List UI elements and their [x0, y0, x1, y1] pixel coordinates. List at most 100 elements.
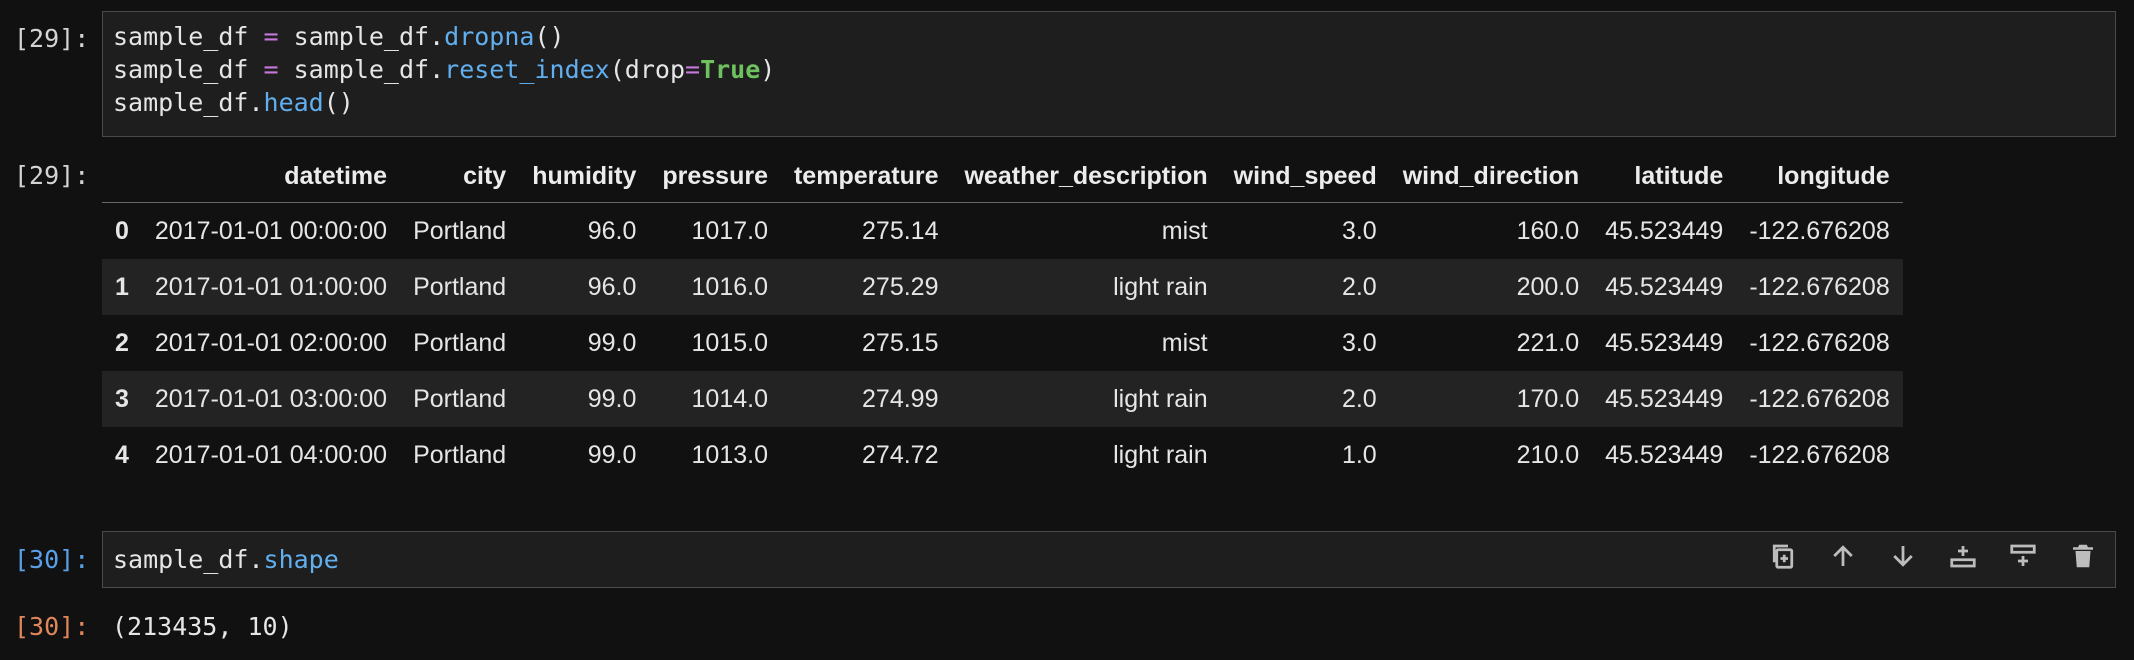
table-cell: -122.676208 — [1749, 328, 1890, 357]
table-cell: 2017-01-01 02:00:00 — [154, 328, 388, 357]
row-index: 4 — [115, 440, 129, 469]
table-cell: -122.676208 — [1749, 216, 1890, 245]
code-token: shape — [263, 545, 339, 574]
table-cell: -122.676208 — [1749, 384, 1890, 413]
table-cell: 45.523449 — [1605, 272, 1724, 301]
table-cell: 1.0 — [1341, 440, 1377, 469]
code-token: (drop — [609, 55, 685, 84]
table-cell: 99.0 — [587, 328, 637, 357]
table-cell: 3.0 — [1341, 216, 1377, 245]
table-row: 4 2017-01-01 04:00:00 Portland 99.0 1013.0 27… — [102, 427, 1903, 483]
code-line: sample_df = sample_df.dropna() — [113, 20, 2105, 53]
dataframe-output: datetime city humidity pressure temperature w… — [102, 151, 1903, 483]
code-editor[interactable]: sample_df = sample_df.dropna() sample_df … — [103, 12, 2115, 127]
duplicate-cell-icon — [1772, 544, 1794, 569]
code-line: sample_df = sample_df.reset_index(drop=T… — [113, 53, 2105, 86]
column-header: weather_description — [951, 151, 1221, 203]
code-cell-29[interactable]: sample_df = sample_df.dropna() sample_df … — [102, 11, 2116, 137]
table-cell: 1013.0 — [691, 440, 768, 469]
code-token: = — [263, 55, 279, 84]
table-cell: 2017-01-01 00:00:00 — [154, 216, 388, 245]
move-down-icon — [1893, 546, 1913, 567]
column-header: temperature — [780, 151, 952, 203]
column-header: latitude — [1592, 151, 1737, 203]
table-cell: 99.0 — [587, 384, 637, 413]
code-token: True — [700, 55, 761, 84]
code-line: sample_df.head() — [113, 86, 2105, 119]
code-editor[interactable]: sample_df.shape — [103, 532, 2115, 584]
table-cell: 200.0 — [1516, 272, 1580, 301]
table-cell: 99.0 — [587, 440, 637, 469]
table-cell: -122.676208 — [1749, 272, 1890, 301]
table-cell: 45.523449 — [1605, 216, 1724, 245]
table-cell: 1017.0 — [691, 216, 768, 245]
column-header: city — [400, 151, 520, 203]
delete-cell-button[interactable] — [2065, 538, 2101, 574]
table-cell: light rain — [1113, 272, 1208, 301]
table-cell: 2.0 — [1341, 272, 1377, 301]
table-cell: 210.0 — [1516, 440, 1580, 469]
table-cell: 45.523449 — [1605, 440, 1724, 469]
code-token: sample_df — [113, 22, 264, 51]
table-row: 0 2017-01-01 00:00:00 Portland 96.0 1017.0 27… — [102, 203, 1903, 260]
row-index: 3 — [115, 384, 129, 413]
output-prompt-29: [29]: — [14, 161, 90, 190]
table-cell: Portland — [413, 384, 507, 413]
column-header: datetime — [141, 151, 401, 203]
row-index: 2 — [115, 328, 129, 357]
table-cell: mist — [1161, 216, 1208, 245]
table-cell: 96.0 — [587, 272, 637, 301]
code-token: head — [263, 88, 324, 117]
table-cell: 1015.0 — [691, 328, 768, 357]
row-index: 1 — [115, 272, 129, 301]
code-token: = — [685, 55, 701, 84]
code-cell-30[interactable]: sample_df.shape — [102, 531, 2116, 588]
input-prompt-30: [30]: — [14, 545, 90, 574]
move-down-button[interactable] — [1885, 538, 1921, 574]
code-token: = — [263, 22, 279, 51]
output-prompt-30: [30]: — [14, 612, 90, 641]
table-row: 3 2017-01-01 03:00:00 Portland 99.0 1014.0 27… — [102, 371, 1903, 427]
duplicate-cell-button[interactable] — [1765, 538, 1801, 574]
table-cell: 2017-01-01 03:00:00 — [154, 384, 388, 413]
column-header: pressure — [649, 151, 781, 203]
table-cell: 221.0 — [1516, 328, 1580, 357]
delete-cell-icon — [2073, 544, 2093, 568]
table-cell: 45.523449 — [1605, 328, 1724, 357]
table-cell: Portland — [413, 216, 507, 245]
table-cell: 1016.0 — [691, 272, 768, 301]
move-up-button[interactable] — [1825, 538, 1861, 574]
table-cell: -122.676208 — [1749, 440, 1890, 469]
table-cell: Portland — [413, 272, 507, 301]
code-line: sample_df.shape — [113, 543, 2105, 576]
table-cell: 170.0 — [1516, 384, 1580, 413]
table-cell: 2.0 — [1341, 384, 1377, 413]
table-cell: 274.99 — [862, 384, 939, 413]
table-cell: 3.0 — [1341, 328, 1377, 357]
code-token: dropna — [444, 22, 535, 51]
column-header: wind_direction — [1389, 151, 1593, 203]
insert-above-button[interactable] — [2005, 538, 2041, 574]
table-cell: 275.15 — [862, 328, 939, 357]
code-token: sample_df. — [278, 55, 445, 84]
table-cell: 275.29 — [862, 272, 939, 301]
table-cell: mist — [1161, 328, 1208, 357]
table-header-row: datetime city humidity pressure temperature w… — [102, 151, 1903, 203]
column-header: humidity — [519, 151, 650, 203]
code-token: sample_df. — [278, 22, 445, 51]
code-token: ) — [760, 55, 776, 84]
code-token: sample_df. — [113, 545, 264, 574]
move-up-icon — [1833, 545, 1853, 566]
table-cell: light rain — [1113, 384, 1208, 413]
insert-below-button[interactable] — [1945, 538, 1981, 574]
column-header: wind_speed — [1220, 151, 1390, 203]
column-header — [102, 151, 142, 203]
table-cell: 2017-01-01 01:00:00 — [154, 272, 388, 301]
code-token: reset_index — [444, 55, 610, 84]
table-row: 2 2017-01-01 02:00:00 Portland 99.0 1015.0 27… — [102, 315, 1903, 371]
table-cell: 96.0 — [587, 216, 637, 245]
table-cell: 1014.0 — [691, 384, 768, 413]
table-row: 1 2017-01-01 01:00:00 Portland 96.0 1016.0 27… — [102, 259, 1903, 315]
table-cell: 274.72 — [862, 440, 939, 469]
insert-below-icon — [1950, 546, 1976, 568]
